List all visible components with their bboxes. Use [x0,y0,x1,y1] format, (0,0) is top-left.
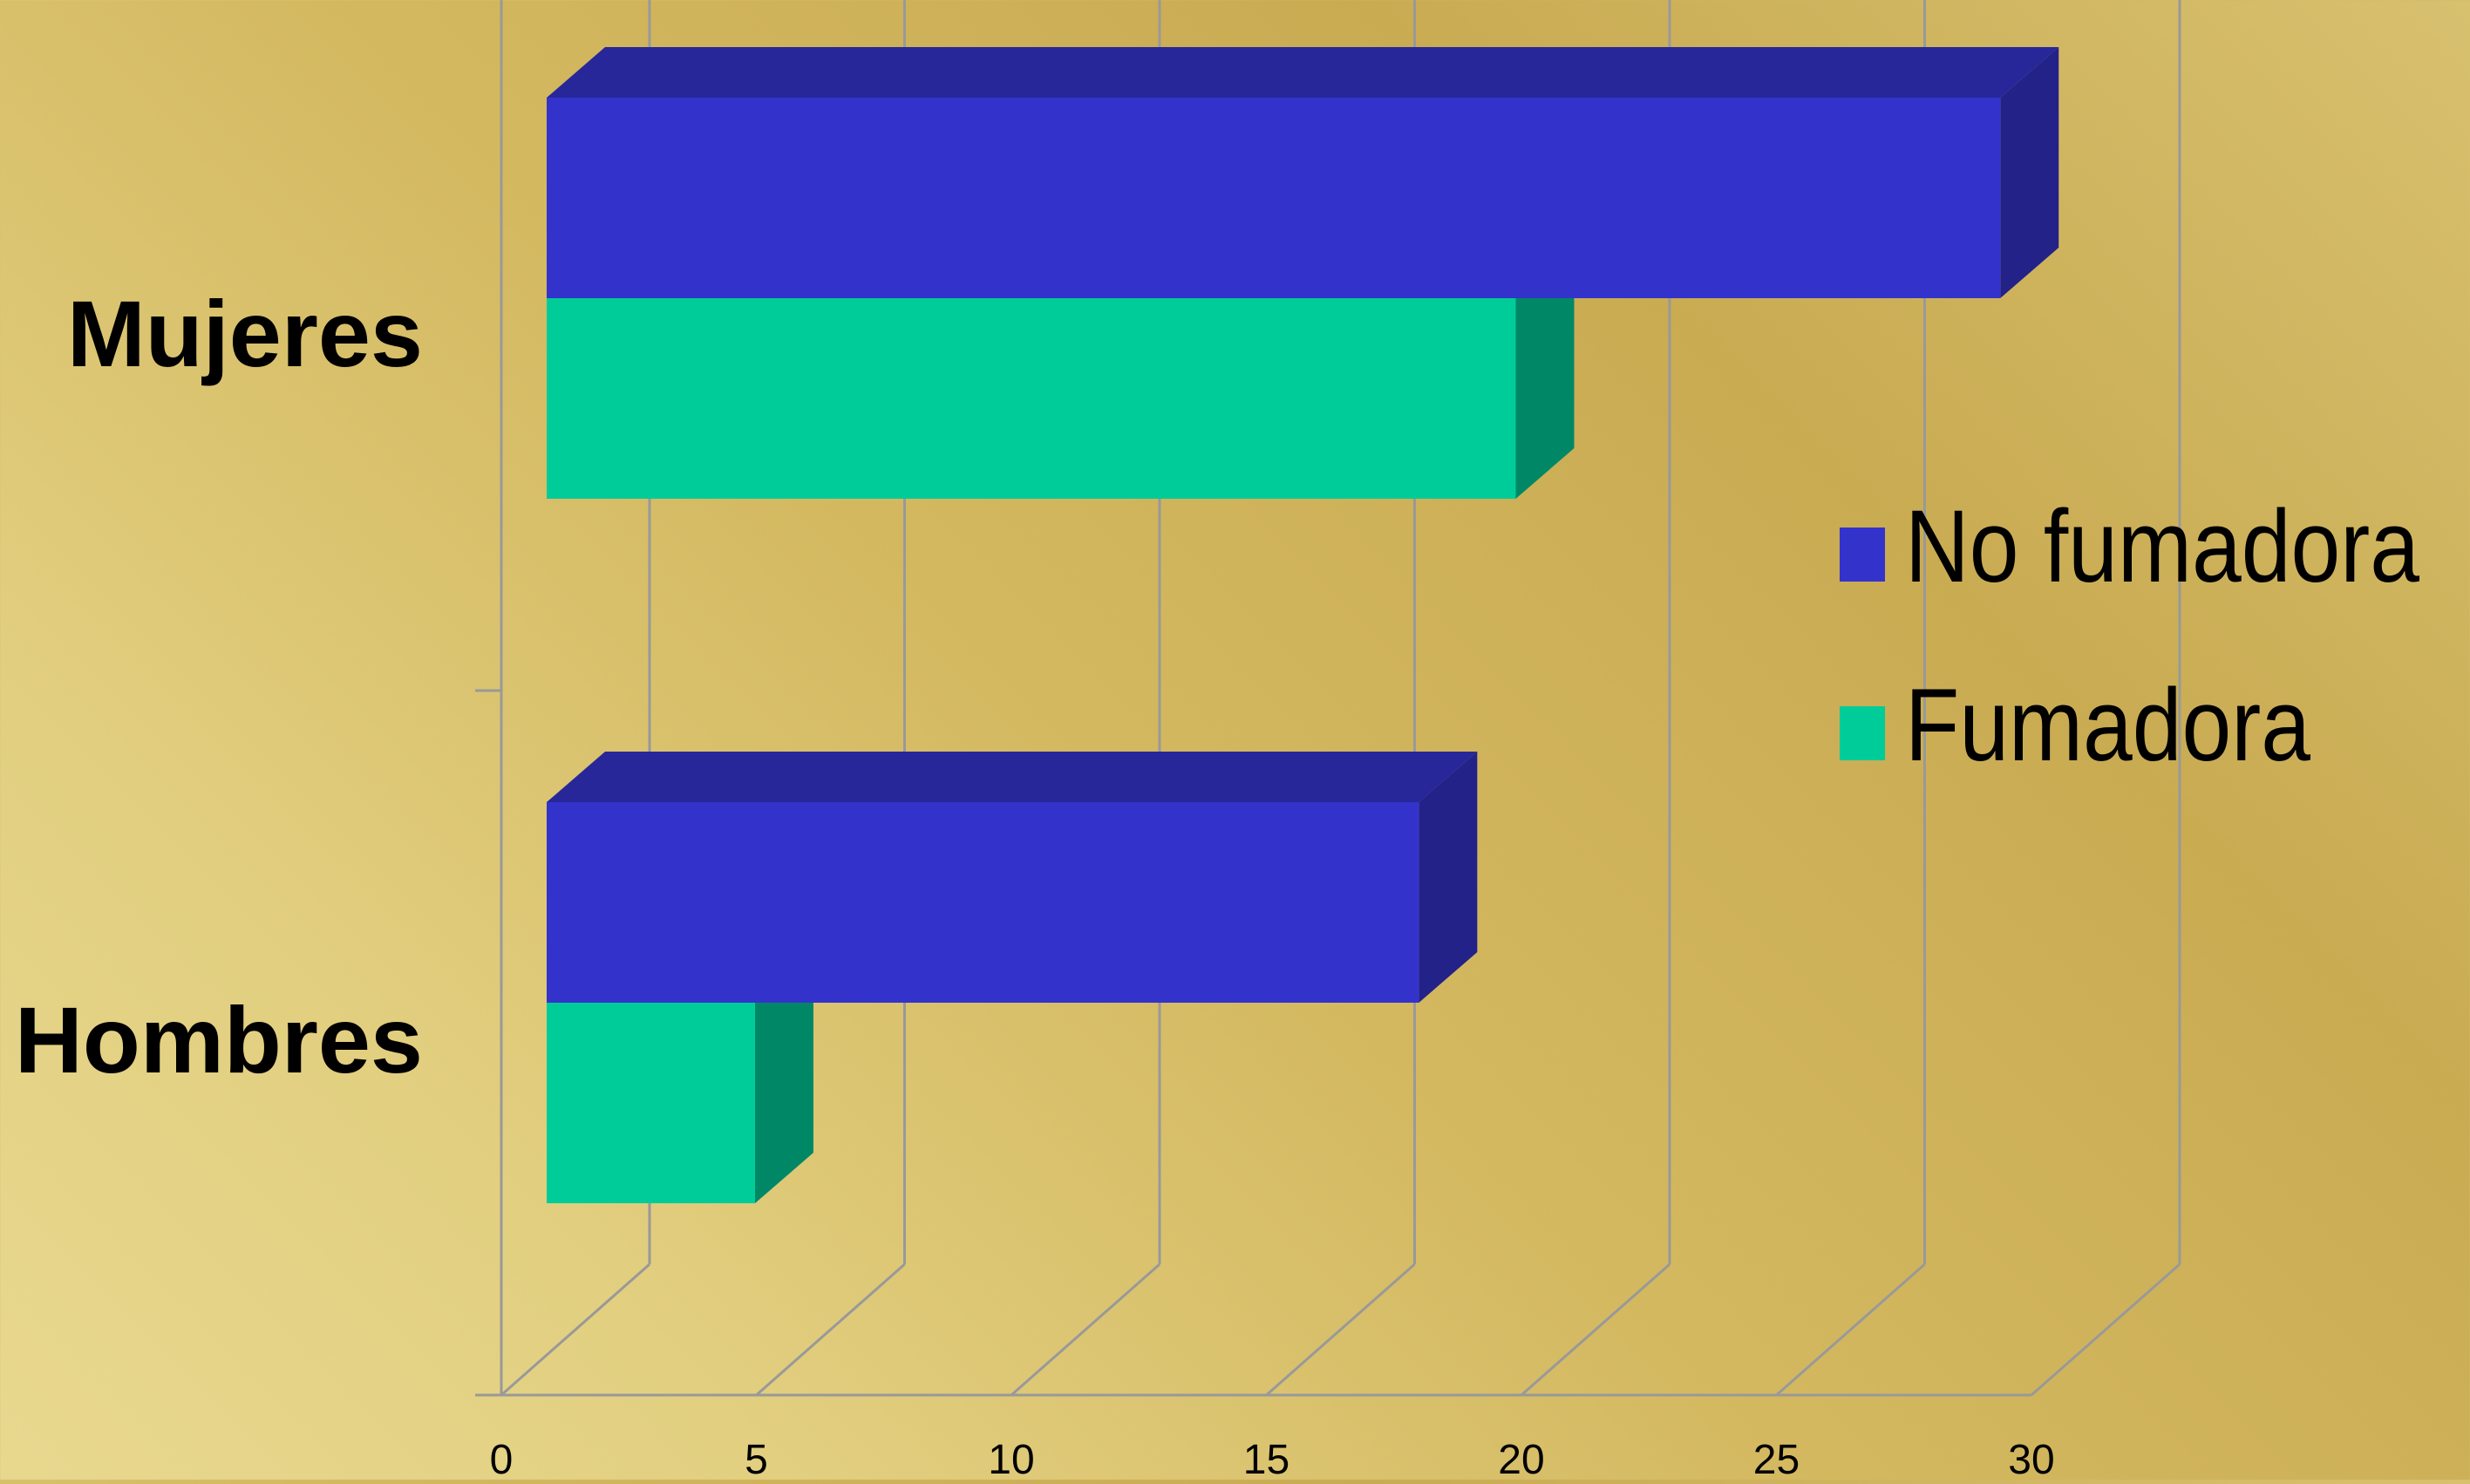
bar-front [547,1003,755,1203]
x-tick-label: 25 [1753,1437,1800,1480]
legend: No fumadora Fumadora [1840,489,2419,783]
legend-swatch [1840,528,1885,582]
bar-side [2000,47,2059,298]
floor-gridline [1775,1263,1926,1397]
x-tick-label: 15 [1243,1437,1289,1480]
bar-no-fumadora-hombres [547,752,1478,1003]
floor-gridline [2031,1263,2181,1397]
y-category-label: Hombres [15,987,423,1093]
bars-layer [547,47,2059,1203]
floor-gridline [1265,1263,1416,1397]
bar-top [547,47,2059,98]
bar-no-fumadora-mujeres [547,47,2059,298]
floor-gridline [1521,1263,1670,1397]
x-tick-label: 30 [2008,1437,2054,1480]
bar-side [1515,248,1575,499]
bar-front [547,298,1516,499]
x-tick-label: 20 [1498,1437,1544,1480]
floor-gridline [755,1263,906,1397]
x-tick-label: 0 [490,1437,514,1480]
bar-side [1419,752,1478,1003]
floor-gridline [500,1263,650,1397]
legend-swatch [1840,706,1885,760]
legend-label: No fumadora [1905,489,2419,604]
x-tick-label: 10 [988,1437,1034,1480]
labels-layer: 0 5 10 15 20 25 30 Hombres Mujeres [15,281,2055,1483]
floor-gridline [1010,1263,1160,1397]
bar-front [547,802,1419,1003]
x-tick-label: 5 [745,1437,768,1480]
bar-top [547,752,1478,802]
legend-item: Fumadora [1840,668,2310,783]
bar-side [754,952,813,1203]
legend-item: No fumadora [1840,489,2419,604]
bar-front [547,98,2001,298]
y-category-label: Mujeres [67,281,423,386]
legend-label: Fumadora [1905,668,2310,783]
